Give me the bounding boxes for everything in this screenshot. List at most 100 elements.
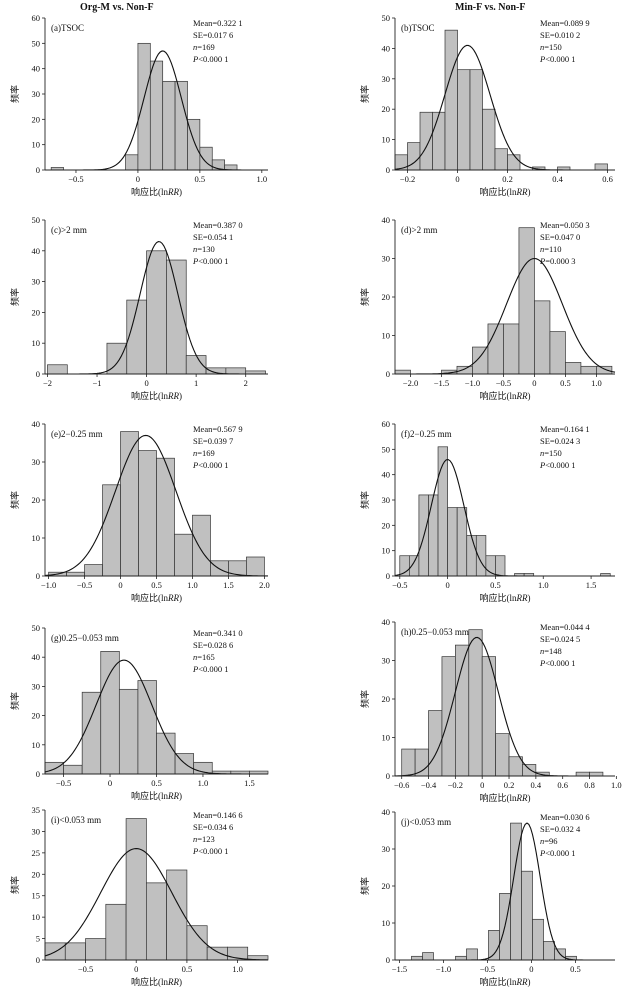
panel-j: 0 10 20 30 40 −1.5 −1.0 −0.5 0 0.5 响应比(lnRR) 频率 (j)<… [359,807,615,987]
stat-se: SE=0.039 7 [193,436,233,446]
panel-d: 0 10 20 30 40 −2.0 −1.5 −1.0 −0.5 0 0.5 1.0 响应比(lnRR… [359,215,616,401]
x-tick-label: −0.4 [421,780,437,790]
stat-value: <0.000 1 [198,460,228,470]
histogram-bar [192,514,211,577]
y-tick-label: 0 [386,369,390,379]
stat-p: P<0.000 1 [539,460,576,470]
histogram-bar [428,494,439,577]
x-tick-label: −0.2 [400,174,415,184]
x-tick-label: 1.5 [586,580,597,590]
y-tick-label: 30 [382,74,391,84]
panel-label: (e)2−0.25 mm [51,429,103,439]
histogram-bar [456,365,473,375]
histogram-bar [47,364,68,375]
y-tick-label: 10 [32,740,41,750]
histogram-bar [508,756,523,777]
y-axis-label: 频率 [359,288,370,306]
x-axis-label-part: ) [528,977,531,987]
y-axis-label: 频率 [9,491,20,509]
y-tick-label: 50 [32,38,41,48]
x-axis-label-part: 响应比(ln [131,976,168,987]
x-axis-label-part: RR [167,977,179,987]
y-tick-label: 30 [382,656,391,666]
stat-value: =150 [544,448,562,458]
y-tick-label: 20 [32,307,41,317]
y-tick-label: 10 [32,338,41,348]
stat-symbol: P [539,460,545,470]
x-tick-label: 1.0 [538,580,549,590]
y-tick-label: 30 [382,495,391,505]
stat-mean: Mean=0.341 0 [193,628,243,638]
histogram-bar [596,365,613,375]
x-tick-label: 0.5 [570,964,581,974]
x-tick-label: 0.5 [560,378,571,388]
histogram-bar [455,955,467,961]
histogram-bar [456,507,468,577]
x-axis-label-part: 响应比(ln [131,592,168,603]
stat-se: SE=0.024 3 [540,436,580,446]
histogram-bar [162,80,176,171]
histogram-bar [521,870,533,961]
x-tick-label: 0 [118,580,122,590]
panel-e: 0 10 20 30 40 −1.0 −0.5 0 0.5 1.0 1.5 2.0 响应比(lnRR) 频… [9,419,270,603]
y-axis-label: 频率 [359,85,370,103]
histogram-bar [522,764,537,777]
histogram-bar [495,733,510,777]
y-axis-label: 频率 [9,692,20,710]
histogram-bar [494,148,508,171]
y-tick-label: 10 [382,135,391,145]
x-tick-label: 0.6 [602,174,613,184]
stat-symbol: n [193,834,197,844]
x-axis-label-part: RR [167,593,179,603]
stat-symbol: P [192,664,198,674]
stat-symbol: n [193,244,197,254]
histogram-bar [468,629,483,777]
y-tick-label: 0 [386,571,390,581]
histogram-bar [146,250,167,375]
y-axis-label: 频率 [359,690,370,708]
y-tick-label: 0 [36,769,40,779]
x-tick-label: −1.0 [465,378,480,388]
y-tick-label: 40 [32,64,41,74]
histogram-bar [594,163,608,171]
x-tick-label: 1.5 [244,778,255,788]
y-tick-label: 20 [32,869,41,879]
y-tick-label: 50 [382,444,391,454]
histogram-bar [149,60,164,171]
y-tick-label: 30 [32,89,41,99]
stat-value: <0.000 1 [545,460,575,470]
y-tick-label: 20 [382,881,391,891]
y-tick-label: 60 [32,13,41,23]
y-tick-label: 50 [32,623,41,633]
x-axis-label: 响应比(lnRR) [480,792,531,803]
x-tick-label: −1.5 [392,964,407,974]
panel-label: (h)0.25−0.053 mm [401,627,469,637]
histogram-bar [156,457,175,577]
stat-symbol: n [540,42,544,52]
x-tick-label: 0.2 [504,780,515,790]
y-tick-label: 60 [382,419,391,429]
x-tick-label: −0.6 [394,780,409,790]
panel-label: (g)0.25−0.053 mm [51,633,119,643]
stat-p: P<0.000 1 [539,54,576,64]
stat-mean: Mean=0.387 0 [193,220,243,230]
y-tick-label: 10 [32,912,41,922]
x-tick-label: 0 [529,964,533,974]
panel-h: 0 10 20 30 40 −0.6 −0.4 −0.2 0 0.2 0.4 0.6 0.8 1.0 响应比… [359,617,622,803]
stat-value: =148 [544,646,562,656]
histogram-bar [174,80,188,171]
stat-value: <0.000 1 [545,848,575,858]
stat-n: n=165 [193,652,215,662]
stat-n: n=148 [540,646,562,656]
y-tick-label: 20 [32,711,41,721]
stat-value: =165 [197,652,215,662]
y-tick-label: 20 [32,495,41,505]
stat-mean: Mean=0.089 9 [540,18,590,28]
y-tick-label: 40 [32,419,41,429]
histogram-bar [206,946,228,961]
stat-mean: Mean=0.322 1 [193,18,243,28]
x-axis-label-part: RR [516,793,528,803]
x-axis-label-part: 响应比(ln [480,390,517,401]
x-axis-label: 响应比(lnRR) [131,390,182,401]
stat-symbol: P [539,256,545,266]
